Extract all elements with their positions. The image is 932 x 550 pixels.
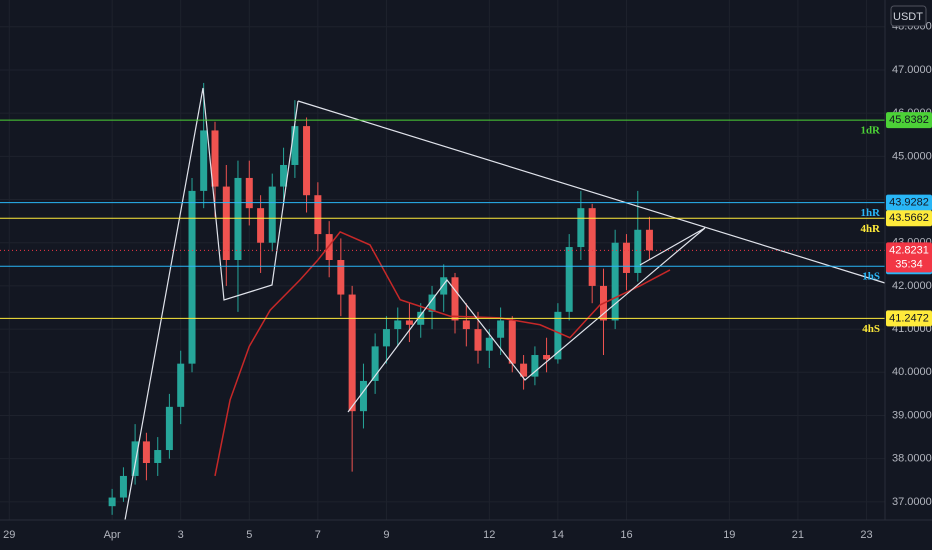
y-tick-label: 42.0000 — [892, 280, 932, 292]
candle-body — [245, 177, 253, 209]
candle-body — [462, 320, 470, 330]
candle-body — [474, 329, 482, 351]
candle-body — [314, 195, 322, 235]
candle-body — [611, 242, 619, 321]
level-price-box — [886, 112, 932, 129]
candle-body — [337, 260, 345, 295]
y-tick-label: 40.0000 — [892, 366, 932, 378]
x-tick-label: 29 — [3, 529, 15, 541]
x-tick-label: 19 — [723, 529, 735, 541]
candle-body — [359, 380, 367, 412]
candle-body — [257, 208, 265, 243]
overlay: 1dR 1hR 4hR 1hS 4hS — [0, 119, 885, 335]
candle-body — [554, 311, 562, 360]
level-label: 1dR — [860, 125, 881, 137]
level-label: 1hR — [860, 207, 881, 219]
candle-body — [131, 441, 139, 476]
candle-body — [234, 177, 242, 260]
candle-body — [222, 186, 230, 260]
axes: 37.000038.000039.000040.000041.000042.00… — [3, 21, 932, 541]
grid — [0, 0, 885, 520]
candle-body — [645, 229, 653, 251]
candle-body — [268, 186, 276, 243]
moving-average — [214, 231, 671, 477]
level-price-box — [886, 210, 932, 227]
x-tick-label: 21 — [792, 529, 804, 541]
level-label: 4hS — [862, 323, 880, 335]
candle-body — [520, 363, 528, 377]
trend-line — [297, 100, 886, 284]
candle-body — [280, 164, 288, 187]
candle-body — [428, 294, 436, 312]
candle-body — [508, 320, 516, 364]
candle-body — [485, 337, 493, 351]
candle-body — [382, 329, 390, 347]
candle-body — [634, 229, 642, 273]
candle-body — [543, 355, 551, 360]
y-tick-label: 37.0000 — [892, 496, 932, 508]
current-price: 42.8231 — [889, 244, 929, 256]
currency: USDT — [893, 11, 923, 23]
candle-body — [565, 247, 573, 312]
level-price: 43.9282 — [889, 197, 929, 209]
candle-body — [394, 320, 402, 330]
y-tick-label: 45.0000 — [892, 150, 932, 162]
y-tick-label: 47.0000 — [892, 64, 932, 76]
candle-body — [497, 320, 505, 338]
x-tick-label: 14 — [552, 529, 564, 541]
candle-body — [325, 234, 333, 260]
x-tick-label: 23 — [860, 529, 872, 541]
candle-body — [165, 406, 173, 451]
candle-body — [177, 363, 185, 407]
x-tick-label: 3 — [178, 529, 184, 541]
current-price-box — [886, 242, 932, 273]
candle-body — [531, 355, 539, 377]
candle-body — [154, 450, 162, 463]
level-price: 45.8382 — [889, 114, 929, 126]
candle-body — [405, 320, 413, 325]
x-tick-label: 12 — [483, 529, 495, 541]
candle-body — [200, 130, 208, 191]
candle-body — [291, 126, 299, 165]
level-price-box — [886, 194, 932, 211]
drawn-line — [124, 87, 299, 521]
x-tick-label: 16 — [620, 529, 632, 541]
level-price-box — [886, 310, 932, 327]
candle-body — [108, 497, 116, 507]
x-tick-label: 9 — [383, 529, 389, 541]
candle-body — [211, 130, 219, 187]
candle-body — [303, 126, 311, 196]
candle-body — [348, 294, 356, 412]
countdown: 35:34 — [895, 258, 923, 270]
candle-body — [588, 208, 596, 286]
plot — [108, 82, 671, 515]
candle-body — [440, 277, 448, 295]
drawn-line — [347, 227, 706, 413]
x-tick-label: Apr — [104, 529, 121, 541]
candle-body — [622, 242, 630, 273]
level-label: 1hS — [862, 271, 880, 283]
drawings — [124, 87, 886, 521]
x-tick-label: 7 — [315, 529, 321, 541]
candle-body — [142, 441, 150, 463]
level-price: 41.2472 — [889, 312, 929, 324]
currency-box[interactable] — [890, 5, 927, 27]
candle-body — [188, 190, 196, 364]
candle-body — [371, 346, 379, 381]
y-tick-label: 38.0000 — [892, 453, 932, 465]
candle-body — [451, 277, 459, 321]
x-tick-label: 5 — [246, 529, 252, 541]
y-tick-label: 39.0000 — [892, 409, 932, 421]
candle-body — [119, 475, 127, 498]
candle-body — [577, 208, 585, 248]
level-price: 43.5662 — [889, 212, 929, 224]
level-label: 4hR — [860, 223, 881, 235]
